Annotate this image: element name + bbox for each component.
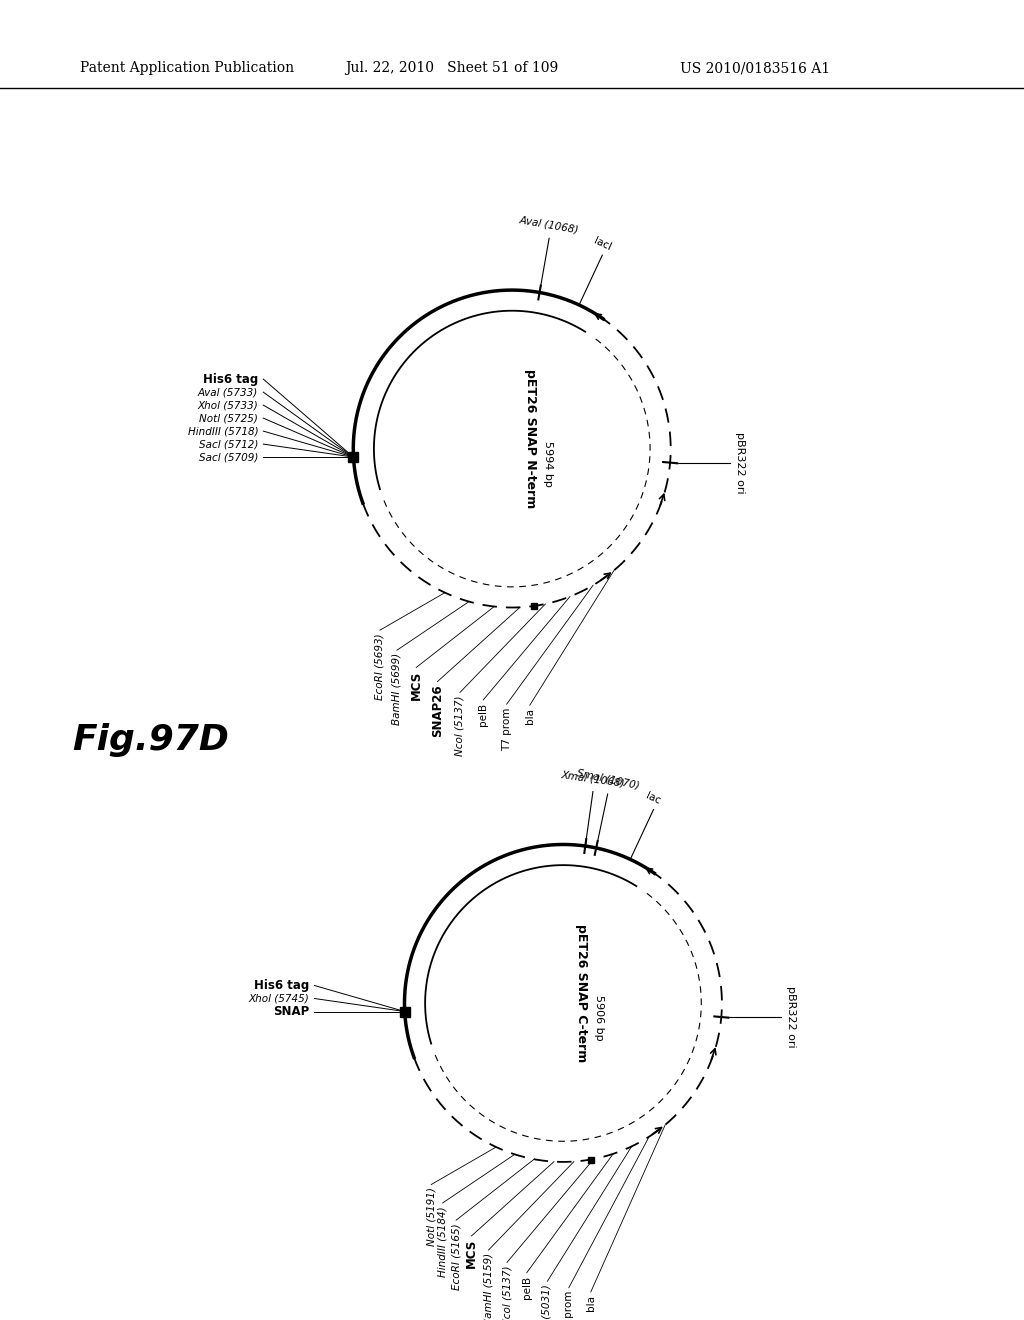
Text: SNAP: SNAP (273, 1005, 309, 1018)
Text: EcoRI (5693): EcoRI (5693) (375, 634, 385, 700)
Text: MCS: MCS (410, 671, 423, 700)
Text: pBR322 ori: pBR322 ori (735, 432, 745, 494)
Text: Ncol (5137): Ncol (5137) (455, 696, 465, 756)
Text: His6 tag: His6 tag (254, 979, 309, 993)
Text: Aval (5733): Aval (5733) (198, 387, 258, 397)
Text: Fig.97D: Fig.97D (72, 723, 229, 756)
Text: pBR322 ori: pBR322 ori (786, 986, 797, 1048)
Text: US 2010/0183516 A1: US 2010/0183516 A1 (680, 61, 830, 75)
Text: His6 tag: His6 tag (203, 372, 258, 385)
Text: T7 prom: T7 prom (502, 708, 512, 751)
Text: 5906 bp: 5906 bp (594, 995, 604, 1041)
Text: pET26 SNAP N-term: pET26 SNAP N-term (523, 370, 537, 508)
Text: Jul. 22, 2010   Sheet 51 of 109: Jul. 22, 2010 Sheet 51 of 109 (345, 61, 558, 75)
Text: 5994 bp: 5994 bp (543, 441, 553, 487)
Text: MCS: MCS (465, 1239, 478, 1269)
Text: lac: lac (644, 791, 663, 807)
Text: Notl (5725): Notl (5725) (200, 413, 258, 424)
Text: pelB: pelB (478, 704, 488, 726)
Text: Smal (1070): Smal (1070) (575, 768, 640, 791)
Text: Sacl (5709): Sacl (5709) (199, 453, 258, 462)
Text: Xhol (5745): Xhol (5745) (249, 994, 309, 1003)
Text: BamHI (5699): BamHI (5699) (392, 653, 401, 726)
Text: pET26 SNAP C-term: pET26 SNAP C-term (574, 924, 588, 1063)
Text: bla: bla (586, 1295, 596, 1311)
Text: Ncol (5137): Ncol (5137) (502, 1266, 512, 1320)
Text: Xbal (5031): Xbal (5031) (543, 1284, 552, 1320)
Text: Notl (5191): Notl (5191) (426, 1188, 436, 1246)
Text: SNAP26: SNAP26 (431, 685, 444, 738)
Text: T7 prom: T7 prom (564, 1291, 573, 1320)
Text: bla: bla (524, 709, 535, 725)
Text: Xhol (5733): Xhol (5733) (198, 400, 258, 411)
Text: BamHI (5159): BamHI (5159) (483, 1253, 494, 1320)
Text: HindIII (5718): HindIII (5718) (187, 426, 258, 436)
Text: EcoRI (5165): EcoRI (5165) (452, 1224, 461, 1290)
Text: Aval (1068): Aval (1068) (518, 215, 580, 235)
Text: lacl: lacl (592, 235, 612, 252)
Text: Patent Application Publication: Patent Application Publication (80, 61, 294, 75)
Text: Sacl (5712): Sacl (5712) (199, 440, 258, 449)
Text: pelB: pelB (521, 1276, 531, 1299)
Text: HindIII (5184): HindIII (5184) (437, 1206, 447, 1276)
Text: Xmal (1068): Xmal (1068) (560, 770, 626, 788)
